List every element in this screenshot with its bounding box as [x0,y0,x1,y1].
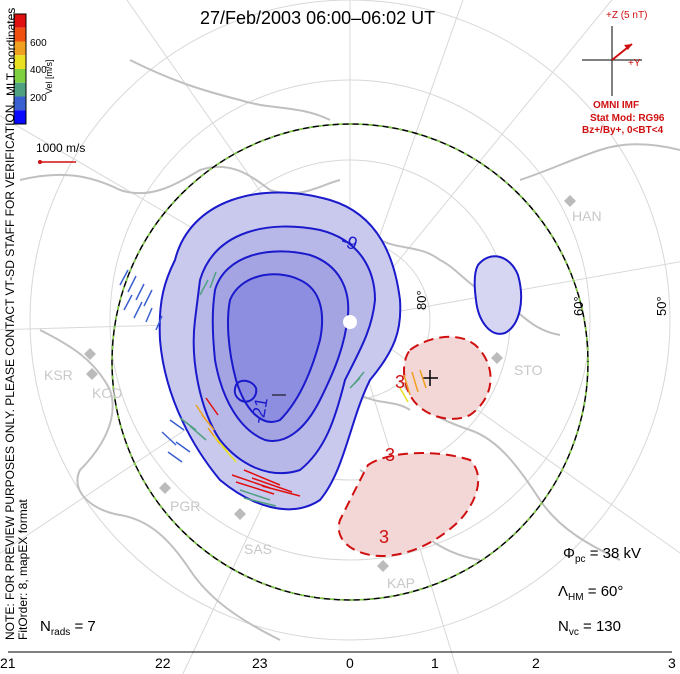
latitude-label: 50° [654,296,669,316]
mlt-tick-label: 22 [155,655,171,671]
colorbar-segment [14,55,26,69]
latitude-label: 60° [571,296,586,316]
fit-order-label: FitOrder: 8, mapEX format [16,499,30,640]
colorbar-frame [13,13,27,125]
colorbar-tick: 200 [30,93,47,104]
heppner-maynard-boundary-dash [111,123,589,601]
preview-note: NOTE: FOR PREVIEW PURPOSES ONLY. PLEASE … [3,101,17,640]
dusk-convection-cell [158,191,402,511]
velocity-vectors [119,269,427,507]
n-rads-stat: Nrads = 7 [40,618,96,638]
cross-polar-potential-stat: Φpc = 38 kV [563,545,641,565]
colorbar-segment [14,27,26,42]
colorbar-segment [14,14,26,28]
colorbar-tick: 600 [30,38,47,49]
contour-label: 3 [385,445,396,465]
mlt-tick-label: 0 [346,655,354,671]
pole-marker [343,315,357,329]
site-label: PGR [170,498,201,514]
mlt-tick-label: 21 [0,655,16,671]
hmb-latitude-stat: ΛHM = 60° [558,583,624,603]
velocity-colorbar [13,13,27,125]
mlt-tick-label: 1 [431,655,439,671]
site-label: SAS [244,541,273,557]
imf-z-label: +Z (5 nT) [606,10,648,21]
site-label: KAP [387,575,416,591]
colorbar-segment [14,96,26,111]
mlt-tick-label: 23 [252,655,268,671]
contour-label: 3 [379,527,390,547]
vector-count-stat: Nvc = 130 [558,618,621,638]
imf-stat-model: Stat Mod: RG96 [590,113,665,124]
imf-source: OMNI IMF [593,100,640,111]
colorbar-segment [14,82,26,97]
dawn-convection-cell [403,335,492,420]
site-label: KOD [92,385,123,401]
mlt-tick-label: 3 [668,655,676,671]
colorbar-tick: 400 [30,65,47,76]
coordinates-label: MLT coordinates [4,7,18,96]
site-label: HAN [572,208,602,224]
colorbar-segment [14,41,26,56]
colorbar-segment [14,69,26,83]
contour-label: -21 [247,395,272,425]
vector-scale-label: 1000 m/s [36,141,86,155]
site-label: KSR [44,367,73,383]
mlt-tick-label: 2 [532,655,540,671]
site-label: STO [514,362,543,378]
contour-label: 3 [395,372,406,392]
colorbar-segment [14,110,26,124]
site-markers [84,195,576,572]
potential-maximum-marker [422,370,438,386]
imf-condition: Bz+/By+, 0<BT<4 [582,125,664,136]
latitude-label: 80° [414,290,429,310]
imf-clock-dial [582,26,642,96]
imf-y-label: +Y [628,58,641,69]
small-negative-cell [473,255,523,335]
page-title: 27/Feb/2003 06:00–06:02 UT [200,8,436,28]
positive-cell-lower [337,452,480,557]
